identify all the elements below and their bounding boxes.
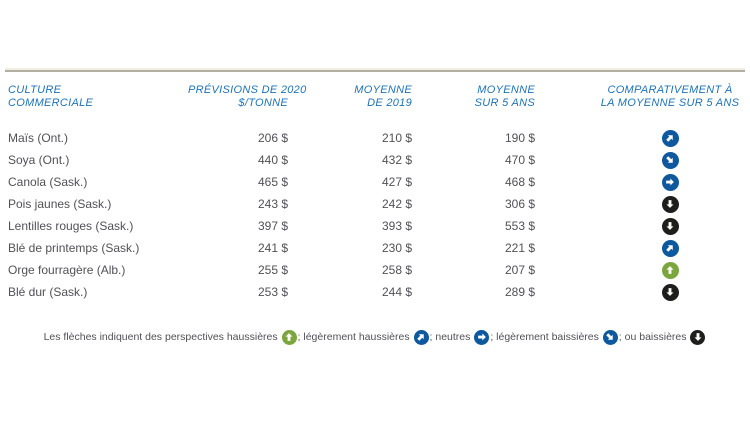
avg-5yr-value: 190 $ [504, 131, 535, 145]
crop-name: Canola (Sask.) [8, 175, 88, 189]
table-row: Lentilles rouges (Sask.) 397 $ 393 $ 553… [8, 215, 745, 237]
crop-name: Soya (Ont.) [8, 153, 70, 167]
trend-neutral-arrow-icon [661, 173, 679, 191]
table-row: Pois jaunes (Sask.) 243 $ 242 $ 306 $ [8, 193, 745, 215]
trend-down-arrow-icon [661, 217, 679, 235]
legend-text: Les flèches indiquent des perspectives h… [43, 331, 281, 343]
avg-5yr-value: 470 $ [504, 153, 535, 167]
crop-name: Blé dur (Sask.) [8, 285, 88, 299]
commodity-price-table: CULTURE COMMERCIALE PRÉVISIONS DE 2020 $… [8, 84, 745, 303]
avg-2019-value: 393 $ [381, 219, 412, 233]
forecast-2020-value: 255 $ [257, 263, 288, 277]
table-row: Maïs (Ont.) 206 $ 210 $ 190 $ [8, 127, 745, 149]
crop-name: Pois jaunes (Sask.) [8, 197, 112, 211]
table-row: Canola (Sask.) 465 $ 427 $ 468 $ [8, 171, 745, 193]
legend-text: ; ou baissières [618, 331, 690, 343]
avg-2019-value: 210 $ [381, 131, 412, 145]
avg-2019-value: 258 $ [381, 263, 412, 277]
header-crop: CULTURE COMMERCIALE [8, 84, 94, 109]
forecast-2020-value: 206 $ [257, 131, 288, 145]
top-divider [5, 70, 745, 72]
avg-5yr-value: 306 $ [504, 197, 535, 211]
arrow-legend: Les flèches indiquent des perspectives h… [0, 328, 750, 346]
trend-up-arrow-icon [661, 261, 679, 279]
crop-name: Lentilles rouges (Sask.) [8, 219, 134, 233]
avg-2019-value: 427 $ [381, 175, 412, 189]
trend-slight-up-arrow-icon [661, 239, 679, 257]
trend-slight-down-arrow-icon [661, 151, 679, 169]
legend-down-arrow-icon [690, 329, 706, 345]
avg-2019-value: 244 $ [381, 285, 412, 299]
legend-slight-down-arrow-icon [602, 329, 618, 345]
avg-2019-value: 432 $ [381, 153, 412, 167]
forecast-2020-value: 440 $ [257, 153, 288, 167]
forecast-2020-value: 397 $ [257, 219, 288, 233]
forecast-2020-value: 241 $ [257, 241, 288, 255]
header-avg-2019: MOYENNE DE 2019 [354, 84, 412, 109]
avg-2019-value: 230 $ [381, 241, 412, 255]
header-forecast-2020: PRÉVISIONS DE 2020 $/TONNE [188, 84, 307, 109]
avg-2019-value: 242 $ [381, 197, 412, 211]
forecast-2020-value: 243 $ [257, 197, 288, 211]
legend-neutral-arrow-icon [474, 329, 490, 345]
table-row: Blé dur (Sask.) 253 $ 244 $ 289 $ [8, 281, 745, 303]
table-header-row: CULTURE COMMERCIALE PRÉVISIONS DE 2020 $… [8, 84, 745, 127]
legend-slight-up-arrow-icon [413, 329, 429, 345]
header-avg-5yr: MOYENNE SUR 5 ANS [474, 84, 535, 109]
table-row: Orge fourragère (Alb.) 255 $ 258 $ 207 $ [8, 259, 745, 281]
forecast-2020-value: 253 $ [257, 285, 288, 299]
avg-5yr-value: 207 $ [504, 263, 535, 277]
crop-name: Orge fourragère (Alb.) [8, 263, 126, 277]
legend-text: ; neutres [429, 331, 474, 343]
avg-5yr-value: 553 $ [504, 219, 535, 233]
header-comparison: COMPARATIVEMENT À LA MOYENNE SUR 5 ANS [600, 84, 740, 109]
crop-name: Maïs (Ont.) [8, 131, 69, 145]
trend-slight-up-arrow-icon [661, 129, 679, 147]
legend-up-arrow-icon [281, 329, 297, 345]
legend-text: ; légèrement baissières [490, 331, 602, 343]
trend-down-arrow-icon [661, 283, 679, 301]
avg-5yr-value: 289 $ [504, 285, 535, 299]
trend-down-arrow-icon [661, 195, 679, 213]
forecast-2020-value: 465 $ [257, 175, 288, 189]
avg-5yr-value: 468 $ [504, 175, 535, 189]
crop-name: Blé de printemps (Sask.) [8, 241, 140, 255]
avg-5yr-value: 221 $ [504, 241, 535, 255]
table-row: Soya (Ont.) 440 $ 432 $ 470 $ [8, 149, 745, 171]
legend-text: ; légèrement haussières [297, 331, 413, 343]
table-row: Blé de printemps (Sask.) 241 $ 230 $ 221… [8, 237, 745, 259]
